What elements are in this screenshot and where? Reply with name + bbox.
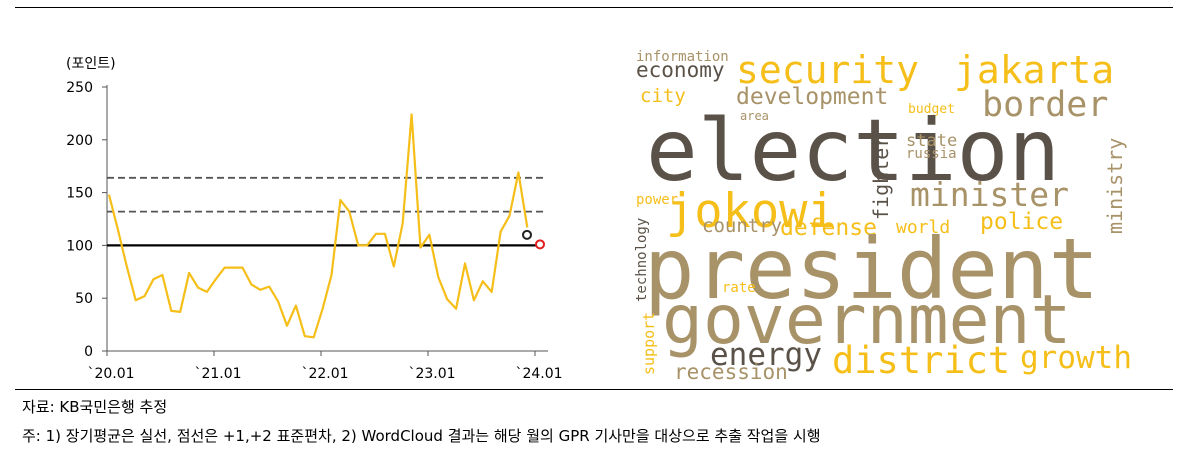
- cloud-word: police: [980, 209, 1063, 235]
- x-tick-label: `23.01: [408, 366, 455, 382]
- cloud-word: economy: [636, 58, 725, 82]
- cloud-word: information: [636, 49, 729, 65]
- x-tick-label: `22.01: [301, 366, 348, 382]
- cloud-word: security: [736, 48, 919, 92]
- cloud-word: energy: [710, 337, 822, 373]
- cloud-word: area: [740, 109, 769, 123]
- y-tick-label: 250: [66, 80, 93, 96]
- cloud-word: president: [644, 220, 1099, 318]
- cloud-word: district: [832, 339, 1010, 382]
- y-tick-label: 50: [75, 291, 93, 307]
- x-tick-label: `24.01: [515, 366, 562, 382]
- cloud-word: russia: [906, 146, 957, 162]
- bottom-rule: [15, 389, 1173, 390]
- latest-marker: [522, 229, 532, 240]
- cloud-word: development: [736, 84, 888, 110]
- cloud-word: fighter: [869, 136, 893, 220]
- top-rule: [15, 7, 1173, 8]
- cloud-word: state: [906, 131, 957, 151]
- y-tick-label: 0: [84, 344, 93, 360]
- cloud-word: government: [662, 281, 1071, 360]
- y-tick-label: 150: [66, 186, 93, 202]
- y-tick-label: 100: [66, 238, 93, 254]
- cloud-word: technology: [634, 218, 650, 302]
- cloud-word: minister: [910, 175, 1069, 214]
- cloud-word: world: [896, 217, 950, 238]
- cloud-word: defense: [780, 215, 877, 241]
- x-tick-label: `21.01: [194, 366, 241, 382]
- cloud-word: growth: [1020, 340, 1132, 376]
- line-chart: (포인트) 0 50 100 150 200 250 `20.01 `21.01 `22.01 `2…: [66, 56, 563, 382]
- cloud-word: jokowi: [666, 184, 836, 239]
- x-tick-label: `20.01: [87, 366, 134, 382]
- cloud-word: rate: [722, 280, 756, 296]
- cloud-word: budget: [908, 102, 955, 117]
- cloud-word: country: [702, 215, 782, 237]
- unit-label: (포인트): [66, 56, 116, 72]
- cloud-word: city: [640, 85, 686, 107]
- source-note: 자료: KB국민은행 추정: [22, 398, 168, 416]
- cloud-word: recession: [674, 360, 788, 383]
- y-tick-label: 200: [66, 133, 93, 149]
- footnote: 주: 1) 장기평균은 실선, 점선은 +1,+2 표준편차, 2) WordC…: [22, 427, 821, 445]
- cloud-word: support: [640, 312, 658, 375]
- cloud-word: ministry: [1103, 138, 1127, 234]
- cloud-word: jakarta: [954, 48, 1114, 92]
- gpr-series-line: [107, 113, 529, 339]
- cloud-word: power: [636, 192, 678, 208]
- cloud-word: border: [982, 85, 1108, 125]
- cloud-word: election: [646, 101, 1060, 201]
- forecast-marker: [535, 239, 545, 250]
